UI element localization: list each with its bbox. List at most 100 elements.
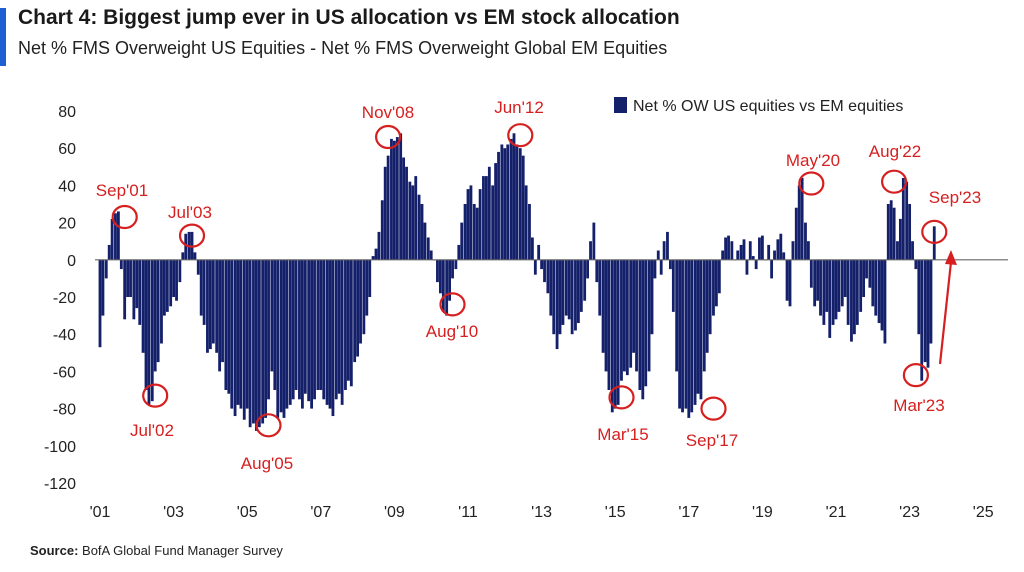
y-tick-label: -120 <box>44 476 76 493</box>
bar <box>604 259 608 372</box>
bar <box>478 189 482 260</box>
bar <box>702 259 706 372</box>
bar <box>800 177 804 260</box>
bar <box>288 259 292 405</box>
bar <box>892 207 896 260</box>
bar <box>518 148 522 260</box>
bar <box>325 259 329 405</box>
bar <box>313 259 316 400</box>
bar <box>671 259 675 312</box>
bar <box>678 259 682 409</box>
bar <box>705 259 709 353</box>
bar <box>758 237 761 260</box>
bar <box>294 259 298 390</box>
source-text: BofA Global Fund Manager Survey <box>82 543 283 558</box>
bar <box>426 237 430 260</box>
bar <box>242 259 246 420</box>
bar <box>178 259 182 283</box>
bar <box>337 259 341 394</box>
bar <box>374 248 378 260</box>
x-tick-label: '11 <box>458 504 478 521</box>
bar <box>620 259 623 381</box>
bar <box>218 259 222 372</box>
bar <box>230 259 234 409</box>
bar <box>175 259 178 301</box>
bar <box>561 259 565 325</box>
bar <box>586 259 590 279</box>
bar <box>650 259 654 335</box>
bar <box>543 259 546 283</box>
bar <box>831 259 835 325</box>
y-tick-label: 40 <box>58 178 76 195</box>
bar <box>822 259 826 325</box>
bar <box>353 259 357 363</box>
bar <box>119 259 123 270</box>
annotation-label: Aug'10 <box>426 322 478 341</box>
x-tick-label: '05 <box>237 504 258 521</box>
bar <box>564 259 568 316</box>
y-tick-label: -40 <box>53 327 76 344</box>
chart-title: Chart 4: Biggest jump ever in US allocat… <box>18 6 680 29</box>
bar <box>592 222 596 260</box>
bar <box>675 259 679 372</box>
x-tick-label: '07 <box>310 504 331 521</box>
bar <box>282 259 286 418</box>
bar <box>451 259 454 279</box>
bar <box>362 259 366 335</box>
bar <box>540 259 544 270</box>
bar <box>717 259 721 294</box>
bar <box>687 259 691 418</box>
bar <box>684 259 688 409</box>
bar <box>739 244 743 260</box>
y-tick-label: 60 <box>58 141 76 158</box>
x-axis-ticks: '01 '03 '05 '07 '09 '11 '13 '15 '17 '19 '21 '23 '25 <box>90 504 994 521</box>
bar <box>512 133 516 260</box>
bar <box>880 259 884 331</box>
bar <box>574 259 577 331</box>
bar <box>328 259 332 409</box>
title-accent-bar <box>0 8 6 66</box>
bar <box>923 259 927 363</box>
bar <box>114 213 117 260</box>
bar <box>911 241 914 260</box>
x-tick-label: '23 <box>899 504 920 521</box>
bar <box>819 259 822 316</box>
annotation-label: Aug'05 <box>241 454 293 473</box>
bar <box>303 259 307 394</box>
bar <box>181 252 185 260</box>
bar <box>797 185 801 260</box>
bar <box>466 189 470 260</box>
bar <box>377 231 381 260</box>
jump-arrow-line <box>938 261 953 365</box>
bar <box>929 259 933 344</box>
bar <box>607 259 611 390</box>
bar <box>356 259 360 357</box>
bar <box>252 259 255 424</box>
bar <box>862 259 866 297</box>
bar <box>475 207 479 260</box>
annotation-label: May'20 <box>786 151 840 170</box>
bar <box>721 250 725 260</box>
bars-group <box>98 133 936 431</box>
bar <box>625 259 629 376</box>
bar <box>754 259 758 270</box>
bar <box>215 259 219 353</box>
bar <box>865 259 868 279</box>
bar <box>644 259 648 387</box>
bar <box>896 241 899 260</box>
bar <box>101 259 105 316</box>
annotation-label: Mar'15 <box>597 425 648 444</box>
source-label: Source: <box>30 543 79 558</box>
bar <box>172 259 176 297</box>
bar <box>837 259 841 312</box>
bar <box>239 259 243 409</box>
bar <box>491 185 495 260</box>
bar <box>227 259 231 394</box>
bar <box>567 259 571 320</box>
bar <box>570 259 574 335</box>
bar <box>850 259 853 342</box>
bar <box>138 259 142 325</box>
bar <box>868 259 872 288</box>
annotations-group: Sep'01 Jul'02 Jul'03 Aug'05 Nov'08 Aug'10 Jun'… <box>96 98 981 473</box>
